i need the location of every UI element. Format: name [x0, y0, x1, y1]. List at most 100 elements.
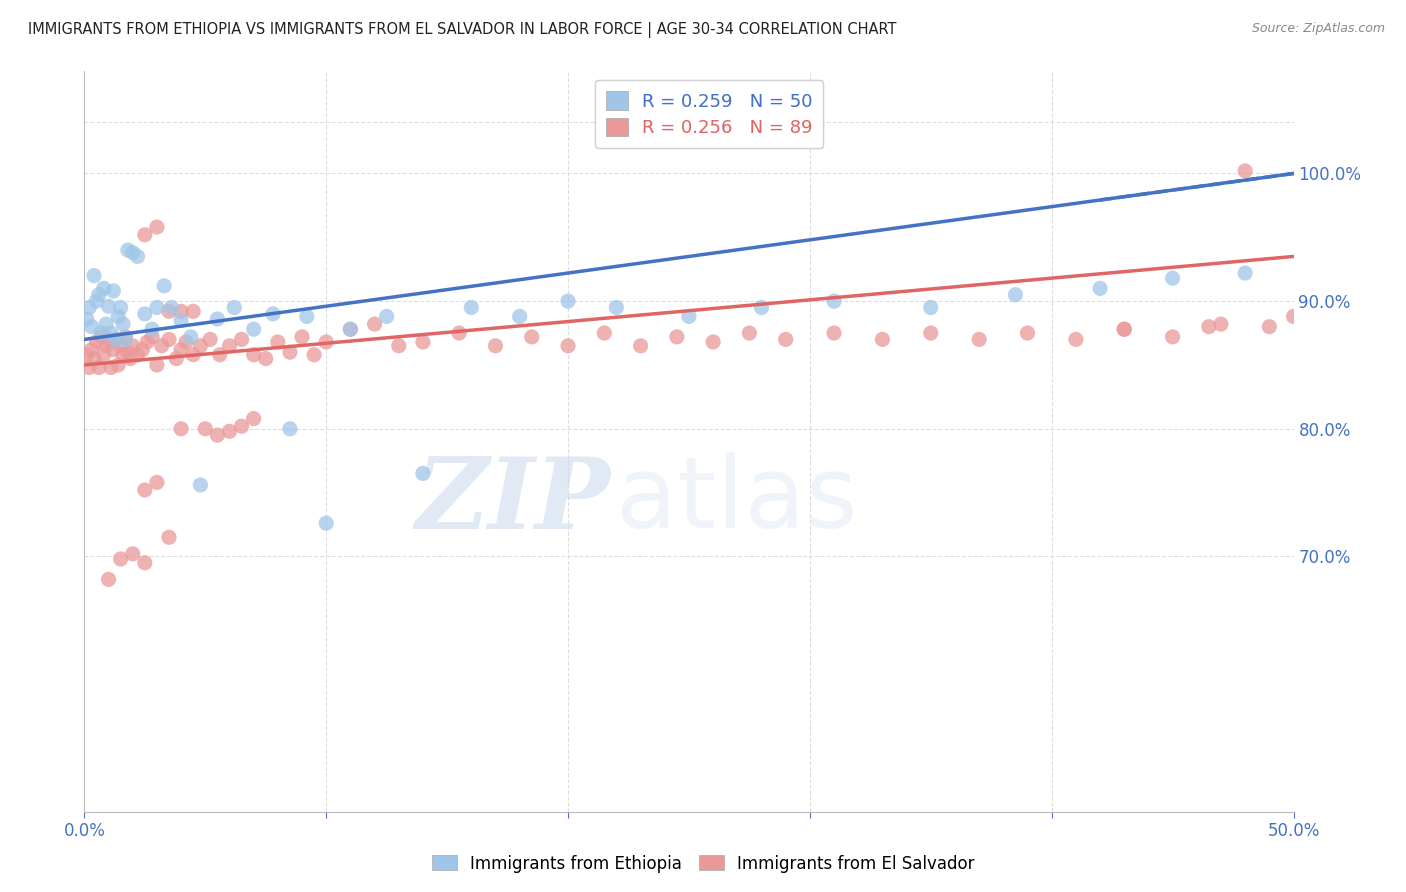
Text: IMMIGRANTS FROM ETHIOPIA VS IMMIGRANTS FROM EL SALVADOR IN LABOR FORCE | AGE 30-: IMMIGRANTS FROM ETHIOPIA VS IMMIGRANTS F… — [28, 22, 897, 38]
Point — [77, 360, 100, 375]
Point — [146, 475, 169, 490]
Point — [224, 301, 246, 315]
Point — [218, 339, 240, 353]
Point — [100, 360, 122, 375]
Point — [110, 301, 132, 315]
Point — [194, 422, 217, 436]
Point — [231, 419, 253, 434]
Point — [738, 326, 761, 340]
Text: atlas: atlas — [616, 452, 858, 549]
Point — [375, 310, 398, 324]
Point — [104, 333, 127, 347]
Point — [315, 516, 337, 531]
Point — [207, 428, 229, 442]
Point — [412, 334, 434, 349]
Point — [121, 547, 143, 561]
Point — [157, 304, 180, 318]
Point — [146, 301, 169, 315]
Point — [181, 348, 204, 362]
Point — [1161, 271, 1184, 285]
Point — [242, 411, 264, 425]
Point — [127, 348, 149, 362]
Point — [117, 345, 139, 359]
Point — [80, 319, 103, 334]
Point — [170, 422, 193, 436]
Point — [1064, 333, 1087, 347]
Point — [120, 351, 142, 366]
Text: ZIP: ZIP — [415, 452, 610, 549]
Point — [87, 360, 110, 375]
Point — [484, 339, 506, 353]
Point — [242, 348, 264, 362]
Point — [509, 310, 531, 324]
Point — [77, 301, 100, 315]
Point — [153, 278, 176, 293]
Point — [107, 358, 129, 372]
Point — [141, 330, 163, 344]
Point — [146, 358, 169, 372]
Point — [242, 322, 264, 336]
Point — [76, 348, 98, 362]
Point — [460, 301, 482, 315]
Point — [291, 330, 314, 344]
Point — [180, 330, 202, 344]
Point — [110, 339, 132, 353]
Point — [83, 351, 105, 366]
Point — [170, 304, 193, 318]
Point — [557, 339, 579, 353]
Point — [1234, 266, 1257, 280]
Point — [121, 339, 143, 353]
Point — [97, 333, 120, 347]
Point — [146, 220, 169, 235]
Point — [157, 333, 180, 347]
Point — [388, 339, 411, 353]
Point — [254, 351, 277, 366]
Point — [920, 301, 942, 315]
Point — [1282, 310, 1305, 324]
Point — [1161, 330, 1184, 344]
Point — [702, 334, 724, 349]
Point — [218, 425, 240, 439]
Point — [103, 343, 125, 357]
Point — [920, 326, 942, 340]
Point — [339, 322, 361, 336]
Point — [823, 294, 845, 309]
Point — [87, 287, 110, 301]
Point — [97, 299, 120, 313]
Point — [630, 339, 652, 353]
Point — [134, 483, 156, 497]
Point — [114, 330, 136, 344]
Point — [170, 313, 193, 327]
Legend: R = 0.259   N = 50, R = 0.256   N = 89: R = 0.259 N = 50, R = 0.256 N = 89 — [595, 80, 824, 148]
Point — [107, 310, 129, 324]
Point — [557, 294, 579, 309]
Point — [127, 249, 149, 264]
Point — [278, 345, 301, 359]
Point — [93, 281, 115, 295]
Point — [93, 348, 115, 362]
Point — [1234, 164, 1257, 178]
Point — [150, 339, 173, 353]
Point — [190, 339, 212, 353]
Point — [83, 268, 105, 283]
Point — [278, 422, 301, 436]
Point — [90, 326, 112, 340]
Point — [967, 333, 990, 347]
Point — [136, 334, 159, 349]
Text: Source: ZipAtlas.com: Source: ZipAtlas.com — [1251, 22, 1385, 36]
Point — [1114, 322, 1136, 336]
Point — [302, 348, 325, 362]
Point — [775, 333, 797, 347]
Point — [1017, 326, 1039, 340]
Point — [449, 326, 471, 340]
Point — [262, 307, 284, 321]
Point — [112, 317, 135, 331]
Point — [267, 334, 290, 349]
Point — [112, 348, 135, 362]
Point — [678, 310, 700, 324]
Point — [665, 330, 688, 344]
Point — [160, 301, 183, 315]
Point — [174, 334, 197, 349]
Point — [872, 333, 894, 347]
Point — [207, 312, 229, 326]
